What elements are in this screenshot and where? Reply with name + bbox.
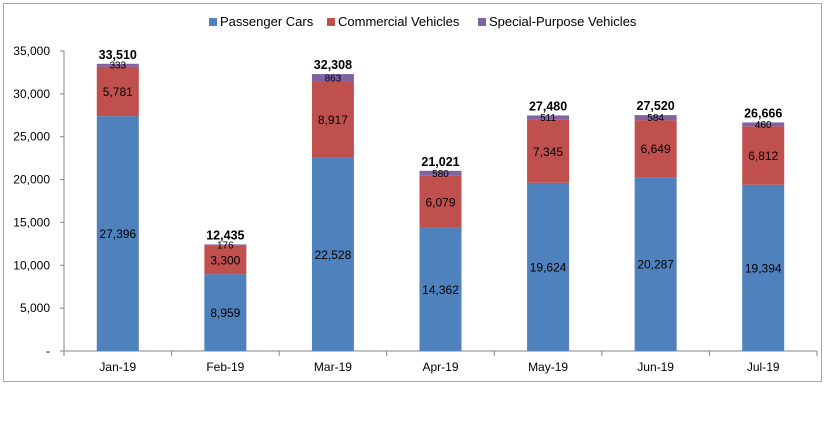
y-tick-label: 15,000	[13, 215, 50, 229]
y-tick-label: 5,000	[20, 301, 50, 315]
total-label-Jul-19: 26,666	[744, 106, 782, 120]
data-label-Jun-19-2: 584	[647, 113, 664, 124]
total-label-May-19: 27,480	[529, 99, 567, 113]
bar-Jul-19-1	[742, 126, 785, 185]
stacked-bar-chart: Passenger Cars Commercial Vehicles Special…	[13, 14, 818, 374]
legend-label-1: Commercial Vehicles	[338, 14, 460, 29]
bar-Apr-19-0	[419, 227, 462, 351]
data-label-Apr-19-1: 6,079	[425, 195, 455, 209]
y-tick-label: 20,000	[13, 173, 50, 187]
data-label-Mar-19-2: 863	[325, 73, 342, 84]
x-tick-label-Feb-19: Feb-19	[206, 360, 244, 374]
bar-Jun-19-0	[634, 177, 677, 351]
data-label-Jul-19-0: 19,394	[745, 261, 782, 275]
bar-May-19-0	[527, 182, 570, 351]
data-label-Jan-19-1: 5,781	[103, 85, 133, 99]
x-tick-label-Jul-19: Jul-19	[747, 360, 780, 374]
data-label-Jul-19-2: 460	[755, 120, 772, 131]
bar-May-19-1	[527, 119, 570, 183]
bar-Mar-19-2	[311, 74, 354, 82]
legend-label-2: Special-Purpose Vehicles	[489, 14, 637, 29]
data-label-Apr-19-0: 14,362	[422, 283, 459, 297]
bars	[96, 63, 785, 351]
x-tick-label-Jun-19: Jun-19	[637, 360, 674, 374]
data-label-Mar-19-1: 8,917	[318, 113, 348, 127]
y-tick-label: 35,000	[13, 44, 50, 58]
total-label-Mar-19: 32,308	[314, 58, 352, 72]
bar-Apr-19-2	[419, 170, 462, 176]
legend: Passenger Cars Commercial Vehicles Special…	[209, 14, 637, 29]
bar-Jan-19-2	[96, 63, 139, 67]
bar-Jun-19-1	[634, 120, 677, 178]
data-label-Jan-19-2: 333	[109, 61, 126, 72]
data-label-Jul-19-1: 6,812	[748, 149, 778, 163]
data-label-May-19-2: 511	[540, 113, 556, 124]
y-tick-label: 10,000	[13, 258, 50, 272]
total-label-Apr-19: 21,021	[421, 155, 459, 169]
bar-Mar-19-1	[311, 81, 354, 158]
data-label-Feb-19-2: 176	[217, 241, 234, 252]
legend-swatch-1	[327, 18, 335, 26]
data-label-Jan-19-0: 27,396	[99, 227, 136, 241]
x-tick-label-Mar-19: Mar-19	[314, 360, 352, 374]
chart-frame: Passenger Cars Commercial Vehicles Special…	[3, 3, 822, 382]
bar-Jul-19-0	[742, 184, 785, 351]
data-label-Feb-19-1: 3,300	[210, 254, 240, 268]
legend-label-0: Passenger Cars	[220, 14, 314, 29]
legend-swatch-0	[209, 18, 217, 26]
bar-Apr-19-1	[419, 175, 462, 228]
bar-May-19-2	[527, 115, 570, 120]
x-tick-label-Jan-19: Jan-19	[99, 360, 136, 374]
y-tick-label: 30,000	[13, 87, 50, 101]
y-tick-label: 25,000	[13, 130, 50, 144]
data-label-Mar-19-0: 22,528	[315, 248, 352, 262]
total-label-Jan-19: 33,510	[99, 48, 137, 62]
total-label-Feb-19: 12,435	[206, 228, 244, 242]
x-tick-label-Apr-19: Apr-19	[422, 360, 458, 374]
bar-Mar-19-0	[311, 157, 354, 351]
y-tick-label: -	[46, 344, 50, 358]
bar-Feb-19-1	[204, 245, 247, 275]
bar-Jul-19-2	[742, 122, 785, 127]
x-axis: Jan-19 Feb-19 Mar-19 Apr-19 May-19 Jun-19 Jul-…	[63, 350, 818, 374]
bar-Jan-19-1	[96, 66, 139, 117]
data-label-Jun-19-0: 20,287	[637, 258, 674, 272]
data-label-May-19-0: 19,624	[530, 260, 567, 274]
bar-Jun-19-2	[634, 115, 677, 121]
bar-Feb-19-2	[204, 244, 247, 246]
legend-swatch-2	[478, 18, 486, 26]
bar-Feb-19-0	[204, 274, 247, 351]
x-tick-label-May-19: May-19	[528, 360, 568, 374]
bar-Jan-19-0	[96, 116, 139, 351]
data-label-Feb-19-0: 8,959	[210, 306, 240, 320]
data-label-Apr-19-2: 580	[432, 169, 449, 180]
total-label-Jun-19: 27,520	[637, 99, 675, 113]
data-label-Jun-19-1: 6,649	[641, 142, 671, 156]
data-label-May-19-1: 7,345	[533, 145, 563, 159]
y-axis: - 5,000 10,000 15,000 20,000 25,000 30,000 35,0…	[13, 44, 65, 358]
